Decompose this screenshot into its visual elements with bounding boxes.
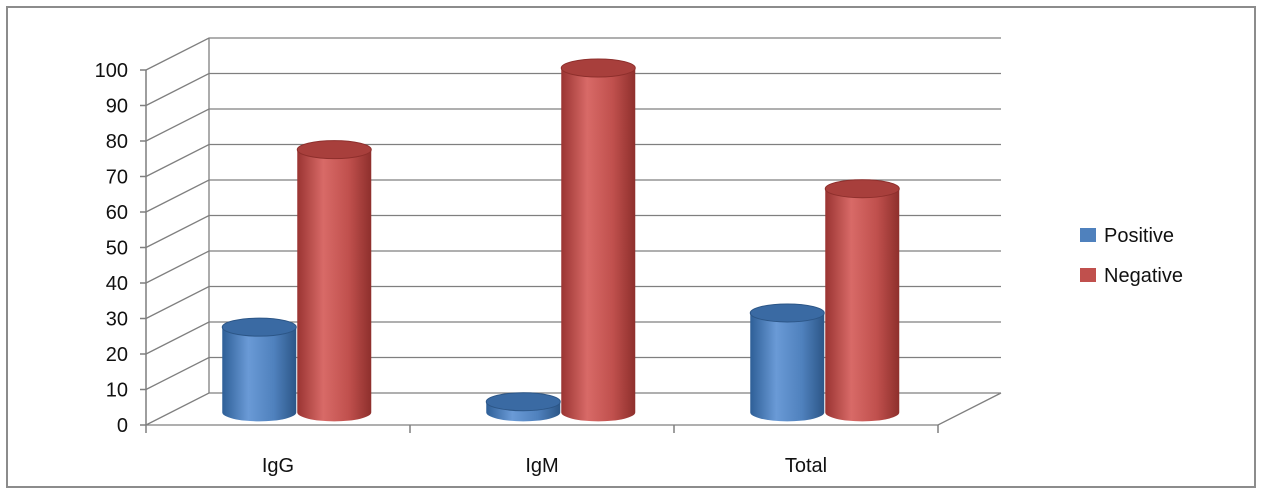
legend-label: Negative — [1104, 265, 1183, 287]
bar-body — [750, 312, 825, 422]
bar-top — [296, 140, 372, 160]
axes: 0 10 20 30 40 50 60 70 80 90 100 IgG IgM Total — [95, 60, 939, 477]
legend-swatch — [1080, 228, 1096, 242]
legend: Positive Negative — [1080, 225, 1183, 287]
bar — [296, 140, 372, 422]
bar — [824, 179, 900, 422]
bar-top — [824, 179, 900, 199]
bar-body — [825, 188, 900, 422]
bar-top — [560, 58, 636, 78]
legend-label: Positive — [1104, 225, 1174, 247]
y-tick-label: 60 — [106, 202, 128, 224]
y-tick-label: 70 — [106, 167, 128, 189]
bar-body — [222, 327, 297, 422]
bar — [485, 392, 561, 422]
bar — [221, 317, 297, 422]
bar-top — [485, 392, 561, 412]
bar — [560, 58, 636, 422]
legend-swatch — [1080, 268, 1096, 282]
bar-top — [749, 303, 825, 323]
y-tick-label: 90 — [106, 96, 128, 118]
bar-body — [297, 149, 372, 422]
y-tick-label: 40 — [106, 273, 128, 295]
x-tick-label: Total — [785, 455, 827, 477]
bar — [749, 303, 825, 422]
bar-top — [221, 317, 297, 337]
bars — [221, 58, 900, 422]
y-tick-label: 100 — [95, 60, 128, 82]
gridlines — [145, 37, 1002, 426]
y-tick-label: 30 — [106, 309, 128, 331]
y-tick-label: 80 — [106, 131, 128, 153]
y-tick-label: 20 — [106, 344, 128, 366]
y-tick-label: 0 — [117, 415, 128, 437]
x-tick-label: IgG — [262, 455, 294, 477]
bar-body — [561, 68, 636, 422]
y-tick-label: 10 — [106, 380, 128, 402]
x-tick-label: IgM — [525, 455, 558, 477]
y-tick-label: 50 — [106, 238, 128, 260]
